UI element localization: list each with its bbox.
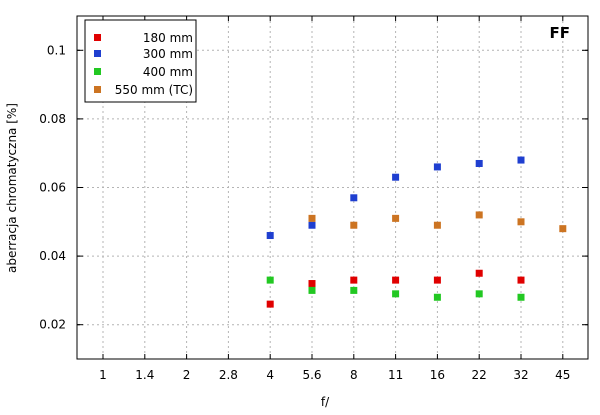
data-point-300-mm <box>350 194 358 202</box>
x-tick-label: 8 <box>350 368 358 382</box>
grid <box>77 16 588 359</box>
legend-marker-550mm <box>94 86 101 93</box>
data-point-300-mm <box>433 163 441 171</box>
data-point-300-mm <box>475 159 483 167</box>
data-point-400-mm <box>350 286 358 294</box>
corner-tag: FF <box>550 24 571 42</box>
x-tick-label: 2 <box>183 368 191 382</box>
data-point-400-mm <box>392 290 400 298</box>
x-tick-label: 2.8 <box>219 368 238 382</box>
data-point-550-mm-tc <box>350 221 358 229</box>
x-tick-label: 22 <box>472 368 487 382</box>
x-tick-label: 5.6 <box>302 368 321 382</box>
data-point-400-mm <box>308 286 316 294</box>
data-point-550-mm-tc <box>308 214 316 222</box>
x-tick-label: 45 <box>555 368 570 382</box>
y-tick-label: 0.04 <box>39 249 66 263</box>
data-point-180-mm <box>475 269 483 277</box>
data-point-300-mm <box>308 221 316 229</box>
data-point-550-mm-tc <box>433 221 441 229</box>
data-point-550-mm-tc <box>392 214 400 222</box>
data-point-400-mm <box>266 276 274 284</box>
legend-marker-300mm <box>94 50 101 57</box>
data-point-400-mm <box>433 293 441 301</box>
data-point-180-mm <box>308 280 316 288</box>
x-tick-label: 11 <box>388 368 403 382</box>
data-point-180-mm <box>392 276 400 284</box>
legend-label-400mm: 400 mm <box>143 65 193 79</box>
data-point-550-mm-tc <box>475 211 483 219</box>
data-point-180-mm <box>517 276 525 284</box>
legend-marker-180mm <box>94 34 101 41</box>
data-point-300-mm <box>392 173 400 181</box>
x-tick-label: 4 <box>266 368 274 382</box>
data-point-400-mm <box>517 293 525 301</box>
y-tick-label: 0.1 <box>47 43 66 57</box>
y-tick-label: 0.08 <box>39 112 66 126</box>
x-tick-label: 1.4 <box>135 368 154 382</box>
y-tick-label: 0.06 <box>39 181 66 195</box>
data-point-550-mm-tc <box>517 218 525 226</box>
data-point-300-mm <box>266 232 274 240</box>
y-tick-label: 0.02 <box>39 318 66 332</box>
data-point-300-mm <box>517 156 525 164</box>
legend-label-180mm: 180 mm <box>143 31 193 45</box>
legend-box <box>84 19 197 103</box>
data-point-180-mm <box>350 276 358 284</box>
x-axis-label: f/ <box>321 395 330 409</box>
data-point-550-mm-tc <box>559 225 567 233</box>
legend-marker-400mm <box>94 68 101 75</box>
data-point-180-mm <box>266 300 274 308</box>
legend-label-300mm: 300 mm <box>143 47 193 61</box>
x-tick-label: 1 <box>99 368 107 382</box>
y-axis-label: aberracja chromatyczna [%] <box>5 103 19 273</box>
legend-label-550mm: 550 mm (TC) <box>115 83 193 97</box>
x-tick-label: 32 <box>513 368 528 382</box>
data-points <box>266 156 567 308</box>
data-point-400-mm <box>475 290 483 298</box>
x-tick-labels: 1 1.4 2 2.8 4 5.6 8 11 16 22 32 45 <box>99 368 570 382</box>
x-tick-label: 16 <box>430 368 445 382</box>
data-point-180-mm <box>433 276 441 284</box>
y-tick-labels: 0.02 0.04 0.06 0.08 0.1 <box>39 43 66 331</box>
legend: 180 mm 300 mm 400 mm 550 mm (TC) <box>84 19 197 103</box>
